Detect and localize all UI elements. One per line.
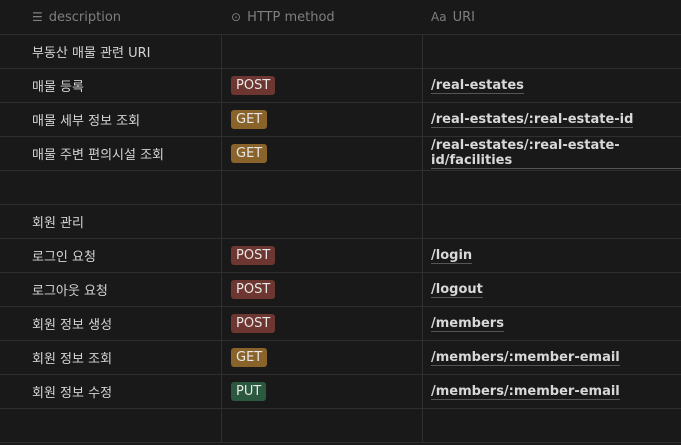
method-badge: POST [231, 246, 276, 265]
table-row[interactable]: 회원 정보 수정 PUT/members/:member-email [0, 375, 681, 409]
description-cell[interactable]: 매물 등록 [0, 69, 222, 102]
column-label: description [48, 9, 122, 25]
uri-text: /logout [431, 281, 483, 298]
table-row[interactable]: 매물 등록 POST/real-estates [0, 69, 681, 103]
uri-cell[interactable]: /members/:member-email [423, 341, 681, 374]
uri-cell[interactable]: /real-estates/:real-estate-id/facilities [423, 137, 681, 170]
method-cell[interactable] [222, 35, 423, 68]
table-row[interactable]: 로그인 요청 POST/login [0, 239, 681, 273]
uri-cell[interactable]: /login [423, 239, 681, 272]
select-circle-icon: ⊙ [231, 10, 242, 24]
description-text: 로그아웃 요청 [32, 284, 108, 299]
uri-cell[interactable]: /real-estates/:real-estate-id [423, 103, 681, 136]
description-cell[interactable]: 부동산 매물 관련 URI [0, 35, 222, 68]
method-cell[interactable]: GET [222, 103, 423, 136]
method-badge: GET [231, 348, 268, 367]
method-cell[interactable] [222, 409, 423, 442]
column-header-http-method[interactable]: ⊙ HTTP method [222, 0, 423, 34]
table-row[interactable]: 부동산 매물 관련 URI [0, 35, 681, 69]
method-cell[interactable]: POST [222, 307, 423, 340]
method-cell[interactable] [222, 171, 423, 204]
description-cell[interactable]: 회원 관리 [0, 205, 222, 238]
description-cell[interactable] [0, 171, 222, 204]
uri-text: /real-estates/:real-estate-id [431, 111, 634, 128]
description-text: 부동산 매물 관련 URI [32, 46, 151, 61]
uri-text: /real-estates [431, 77, 524, 94]
description-cell[interactable]: 로그아웃 요청 [0, 273, 222, 306]
uri-cell[interactable]: /real-estates [423, 69, 681, 102]
table-row[interactable]: 회원 정보 조회 GET/members/:member-email [0, 341, 681, 375]
column-header-uri[interactable]: Aa URI [423, 0, 681, 34]
table-row[interactable]: 로그아웃 요청 POST/logout [0, 273, 681, 307]
uri-cell[interactable]: /logout [423, 273, 681, 306]
method-cell[interactable]: POST [222, 273, 423, 306]
description-cell[interactable]: 로그인 요청 [0, 239, 222, 272]
description-cell[interactable] [0, 409, 222, 442]
column-header-description[interactable]: ☰ description [0, 0, 222, 34]
table-body: 부동산 매물 관련 URI 매물 등록 POST/real-estates 매물 세부… [0, 35, 681, 443]
method-badge: GET [231, 110, 268, 129]
method-badge: POST [231, 314, 276, 333]
uri-cell[interactable] [423, 409, 681, 442]
description-text: 회원 관리 [32, 216, 84, 231]
uri-text: /members/:member-email [431, 383, 620, 400]
table-row[interactable]: 매물 세부 정보 조회 GET/real-estates/:real-estate… [0, 103, 681, 137]
table-row[interactable]: 매물 주변 편의시설 조회 GET/real-estates/:real-esta… [0, 137, 681, 171]
table-header: ☰ description ⊙ HTTP method Aa URI [0, 0, 681, 35]
uri-text: /members [431, 315, 504, 332]
uri-cell[interactable]: /members/:member-email [423, 375, 681, 408]
method-badge: PUT [231, 382, 267, 401]
method-cell[interactable]: PUT [222, 375, 423, 408]
description-cell[interactable]: 매물 세부 정보 조회 [0, 103, 222, 136]
method-cell[interactable]: POST [222, 69, 423, 102]
description-text: 매물 주변 편의시설 조회 [32, 148, 164, 163]
aa-text-icon: Aa [431, 10, 447, 24]
method-badge: GET [231, 144, 268, 163]
uri-text: /login [431, 247, 473, 264]
uri-text: /members/:member-email [431, 349, 620, 366]
description-cell[interactable]: 회원 정보 수정 [0, 375, 222, 408]
uri-cell[interactable] [423, 171, 681, 204]
description-cell[interactable]: 회원 정보 조회 [0, 341, 222, 374]
description-cell[interactable]: 매물 주변 편의시설 조회 [0, 137, 222, 170]
description-text: 회원 정보 조회 [32, 352, 113, 367]
uri-cell[interactable] [423, 205, 681, 238]
table-row[interactable]: 회원 관리 [0, 205, 681, 239]
method-cell[interactable]: POST [222, 239, 423, 272]
method-cell[interactable]: GET [222, 137, 423, 170]
uri-cell[interactable] [423, 35, 681, 68]
description-text: 회원 정보 생성 [32, 318, 113, 333]
table-row[interactable] [0, 171, 681, 205]
description-text: 로그인 요청 [32, 250, 96, 265]
uri-cell[interactable]: /members [423, 307, 681, 340]
description-text: 회원 정보 수정 [32, 386, 113, 401]
column-label: URI [452, 9, 475, 25]
description-cell[interactable]: 회원 정보 생성 [0, 307, 222, 340]
description-text: 매물 세부 정보 조회 [32, 114, 141, 129]
method-cell[interactable]: GET [222, 341, 423, 374]
uri-text: /real-estates/:real-estate-id/facilities [431, 138, 681, 169]
method-badge: POST [231, 280, 276, 299]
table-row[interactable] [0, 409, 681, 443]
table-row[interactable]: 회원 정보 생성 POST/members [0, 307, 681, 341]
description-text: 매물 등록 [32, 80, 84, 95]
method-badge: POST [231, 76, 276, 95]
method-cell[interactable] [222, 205, 423, 238]
column-label: HTTP method [247, 9, 335, 25]
text-lines-icon: ☰ [32, 10, 43, 24]
